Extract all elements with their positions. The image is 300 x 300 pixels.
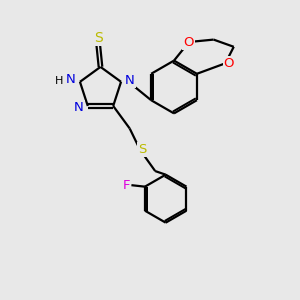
Text: H: H [56,76,64,85]
Text: N: N [125,74,135,87]
Text: N: N [65,73,75,86]
Text: S: S [138,143,146,156]
Text: O: O [224,57,234,70]
Text: N: N [65,73,75,86]
Text: F: F [122,179,130,192]
Text: N: N [74,101,84,114]
Text: S: S [94,31,103,45]
Text: O: O [183,35,194,49]
